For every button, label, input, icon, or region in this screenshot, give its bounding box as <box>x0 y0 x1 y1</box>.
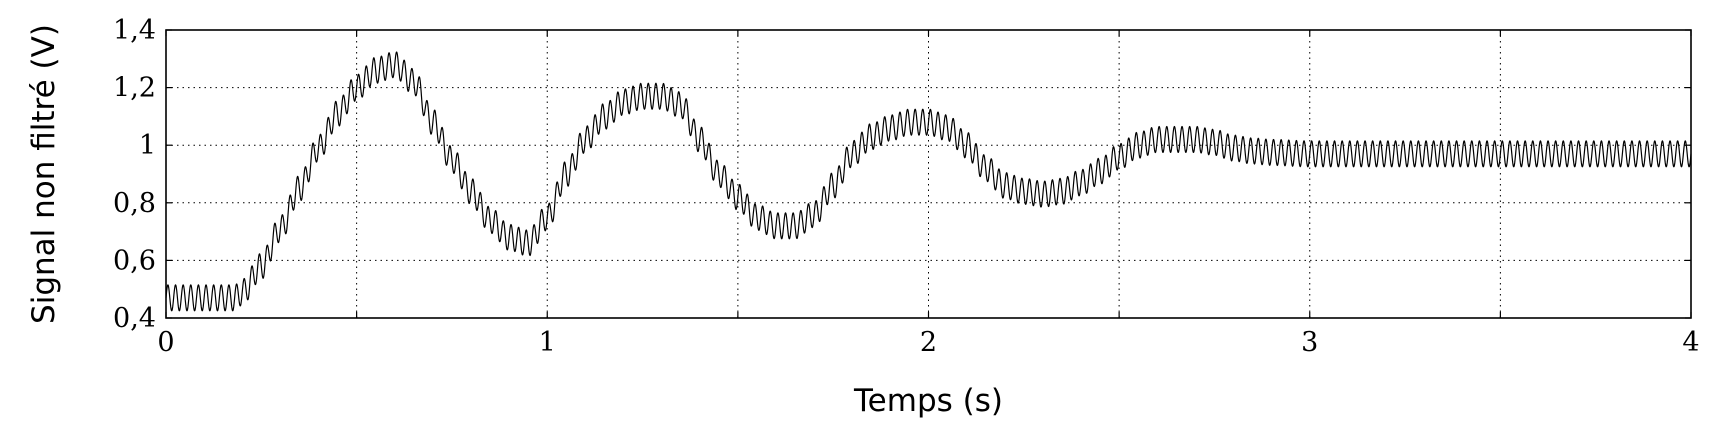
x-tick-label: 1 <box>539 327 556 358</box>
y-axis-ticks: 0,4 0,6 0,8 1 1,2 1,4 <box>113 15 1691 334</box>
x-tick-label: 0 <box>157 327 174 358</box>
x-tick-label: 2 <box>920 327 937 358</box>
x-tick-label: 4 <box>1682 327 1699 358</box>
y-tick-label: 1,4 <box>113 15 156 46</box>
signal-line <box>165 51 1692 312</box>
y-tick-label: 0,6 <box>113 245 156 276</box>
x-tick-label: 3 <box>1301 327 1318 358</box>
y-axis-label: Signal non filtré (V) <box>26 24 62 324</box>
x-axis-ticks: 0 1 2 3 4 <box>157 30 1700 358</box>
y-tick-label: 0,8 <box>113 188 156 219</box>
y-tick-label: 1 <box>139 130 156 161</box>
x-axis-label: Temps (s) <box>853 383 1003 419</box>
grid <box>166 30 1691 318</box>
y-tick-label: 1,2 <box>113 73 156 104</box>
y-tick-label: 0,4 <box>113 303 156 334</box>
